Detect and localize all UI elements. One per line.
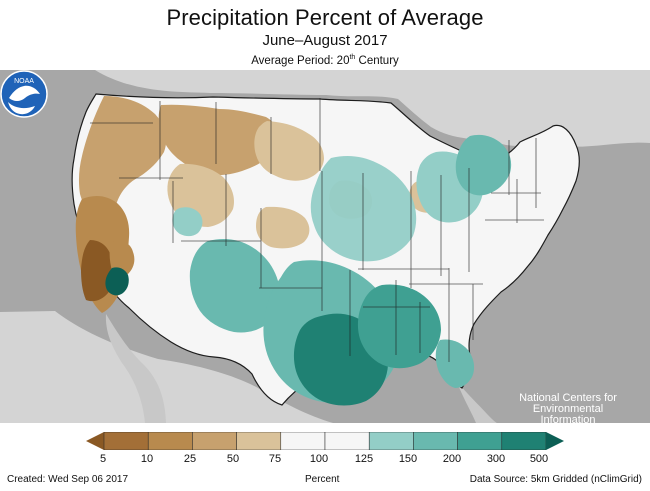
legend-bins xyxy=(103,432,547,450)
credit-line-3: Information xyxy=(540,414,596,424)
dakotas-dry-region xyxy=(254,121,324,181)
map-panel: NOAA National Centers for Environmental … xyxy=(0,70,650,423)
ncei-credit: National Centers for Environmental Infor… xyxy=(503,392,633,424)
legend-bin xyxy=(324,432,370,450)
florida-keys-area xyxy=(456,380,497,423)
canada-land xyxy=(0,70,650,147)
state-boundaries xyxy=(90,98,544,362)
legend-tick-125: 125 xyxy=(354,453,374,465)
legend-bin xyxy=(103,432,149,450)
legend-right-arrow xyxy=(546,432,564,450)
legend-tick-50: 50 xyxy=(226,453,240,465)
legend-tick-300: 300 xyxy=(486,453,506,465)
legend-left-arrow xyxy=(86,432,104,450)
credit-line-1: National Centers for xyxy=(519,392,617,404)
legend-tick-75: 75 xyxy=(268,453,282,465)
legend-bin xyxy=(501,432,547,450)
plains-dry-patch xyxy=(256,206,310,249)
data-source: Data Source: 5km Gridded (nClimGrid) xyxy=(469,474,642,485)
baja-peninsula xyxy=(105,314,166,423)
montana-dry-region xyxy=(158,104,279,176)
legend-tick-150: 150 xyxy=(398,453,418,465)
southern-california-very-dry xyxy=(81,240,114,302)
average-period-end: Century xyxy=(355,55,399,67)
noaa-logo-text: NOAA xyxy=(14,78,34,85)
precipitation-map xyxy=(0,70,650,423)
map-title: Precipitation Percent of Average xyxy=(166,5,484,30)
southern-plains-wet-region xyxy=(189,239,280,333)
southwest-wet-spot xyxy=(172,207,203,237)
average-period-prefix: Average Period: 20 xyxy=(251,55,350,67)
florida-wet-region xyxy=(435,339,475,388)
created-date: Created: Wed Sep 06 2017 xyxy=(7,474,129,485)
legend-colorbar xyxy=(86,432,564,450)
california-extreme-wet-spot xyxy=(105,267,129,296)
noaa-logo: NOAA xyxy=(0,70,48,118)
legend-tick-5: 5 xyxy=(99,453,107,465)
upper-midwest-wet-region xyxy=(310,155,417,262)
legend-bin xyxy=(368,432,414,450)
legend-tick-500: 500 xyxy=(529,453,549,465)
mexico-land xyxy=(0,311,333,423)
legend-bin xyxy=(192,432,237,450)
credit-line-2: Environmental xyxy=(532,403,604,415)
legend-tick-200: 200 xyxy=(442,453,462,465)
map-subtitle: June–August 2017 xyxy=(262,32,388,49)
legend-tick-100: 100 xyxy=(309,453,329,465)
legend-tick-10: 10 xyxy=(140,453,154,465)
legend-bin xyxy=(147,432,193,450)
header: Precipitation Percent of Average June–Au… xyxy=(0,0,650,70)
legend-bin xyxy=(236,432,282,450)
legend-bin xyxy=(413,432,458,450)
legend-bin xyxy=(280,432,326,450)
legend-title: Percent xyxy=(305,474,340,485)
northwest-dry-region xyxy=(78,96,167,227)
legend-bin xyxy=(457,432,503,450)
average-period: Average Period: 20th Century xyxy=(0,51,650,68)
legend-tick-25: 25 xyxy=(183,453,197,465)
northeast-wet-region xyxy=(455,134,512,196)
average-period-superscript: th xyxy=(349,54,356,61)
legend: 5 10 25 50 75 100 125 150 200 300 500 xyxy=(0,426,650,466)
